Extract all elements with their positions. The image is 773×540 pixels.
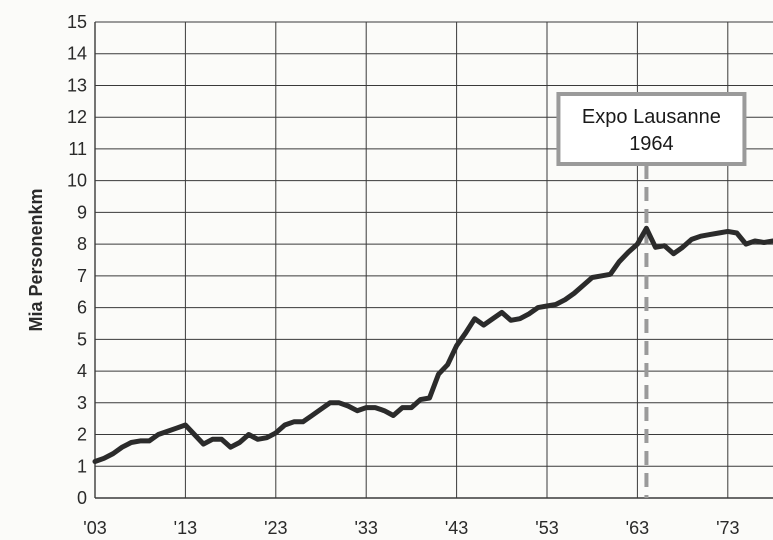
annotation: Expo Lausanne 1964 [556,92,747,498]
y-tick-label-14: 14 [67,44,87,64]
grid [94,21,773,499]
annotation-text-line-2: 1964 [629,133,674,155]
x-tick-label-1953: '53 [535,518,558,538]
annotation-box [556,92,747,166]
y-tick-label-0: 0 [77,488,87,508]
y-tick-label-5: 5 [77,329,87,349]
x-tick-label-1963: '63 [626,518,649,538]
y-tick-label-11: 11 [68,139,87,159]
series-line-0 [92,225,773,464]
y-tick-label-4: 4 [77,361,87,381]
x-tick-label-1913: '13 [174,518,197,538]
y-tick-label-15: 15 [67,12,87,32]
series-layer [92,225,773,464]
x-axis-ticks: '03 '13 '23 '33 '43 '53 '63 '73 [83,518,739,538]
x-tick-label-1933: '33 [354,518,377,538]
y-tick-label-10: 10 [67,171,87,191]
y-axis-label: Mia Personenkm [26,188,46,331]
x-tick-label-1923: '23 [264,518,287,538]
annotation-text-line-1: Expo Lausanne [582,106,721,128]
y-tick-label-7: 7 [77,266,87,286]
y-tick-label-13: 13 [67,75,87,95]
y-tick-label-12: 12 [67,107,87,127]
x-tick-label-1973: '73 [716,518,739,538]
y-tick-label-1: 1 [77,456,87,476]
y-tick-label-8: 8 [77,234,87,254]
x-tick-label-1903: '03 [83,518,106,538]
y-tick-label-2: 2 [77,425,87,445]
y-tick-label-9: 9 [77,202,87,222]
y-tick-label-6: 6 [77,298,87,318]
x-tick-label-1943: '43 [445,518,468,538]
y-tick-label-3: 3 [77,393,87,413]
